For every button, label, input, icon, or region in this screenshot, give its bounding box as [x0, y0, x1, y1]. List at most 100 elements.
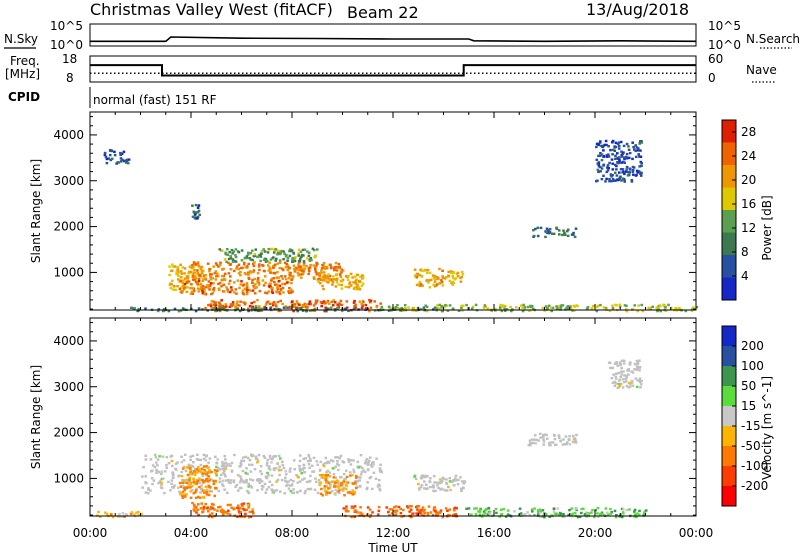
velocity-cell: [198, 469, 202, 472]
power-cell: [209, 282, 213, 285]
velocity-cell: [631, 384, 635, 387]
power-cell: [247, 251, 250, 254]
velocity-cell: [448, 480, 452, 483]
power-cell: [237, 263, 241, 266]
power-cell: [241, 266, 244, 270]
velocity-cell: [194, 509, 197, 513]
power-cell: [631, 141, 634, 144]
power-cell: [558, 233, 561, 236]
power-cell: [293, 305, 297, 308]
velocity-cell: [638, 380, 642, 384]
power-cell: [360, 306, 364, 310]
power-cell: [267, 290, 270, 293]
velocity-cell: [149, 489, 152, 492]
power-cell: [188, 270, 191, 274]
power-cell: [252, 270, 255, 274]
power-cell: [103, 151, 107, 155]
velocity-cell: [245, 481, 248, 484]
velocity-cell: [423, 480, 426, 483]
velocity-cell: [259, 478, 262, 481]
power-cell: [302, 271, 305, 275]
velocity-cell: [585, 511, 588, 514]
velocity-cell: [229, 479, 233, 482]
power-cell: [618, 171, 621, 174]
velocity-cell: [506, 513, 510, 516]
velocity-cell: [424, 474, 427, 478]
velocity-cell: [371, 511, 374, 514]
power-cell: [272, 251, 276, 254]
colorbar-tick-label: 100: [741, 359, 764, 373]
power-cell: [627, 156, 631, 159]
power-cell: [274, 259, 277, 262]
power-cell: [289, 271, 292, 275]
power-cell: [559, 306, 563, 309]
power-cell: [200, 269, 204, 272]
y-axis-title: Slant Range [km]: [29, 365, 43, 469]
velocity-cell: [638, 366, 642, 369]
velocity-cell: [548, 515, 551, 518]
velocity-cell: [378, 487, 381, 491]
power-cell: [258, 305, 261, 308]
power-cell: [322, 300, 326, 303]
velocity-cell: [598, 513, 602, 516]
power-cell: [428, 286, 432, 289]
power-cell: [244, 301, 247, 305]
power-cell: [625, 310, 629, 313]
power-cell: [189, 270, 193, 274]
power-cell: [368, 310, 371, 313]
power-cell: [336, 303, 339, 306]
power-cell: [604, 139, 608, 143]
velocity-cell: [566, 441, 569, 444]
power-cell: [231, 252, 234, 255]
velocity-cell: [353, 490, 356, 494]
velocity-cell: [202, 453, 206, 457]
power-cell: [256, 299, 259, 302]
velocity-cell: [198, 496, 202, 499]
power-cell: [632, 173, 635, 176]
velocity-cell: [334, 476, 338, 479]
power-cell: [232, 269, 236, 273]
power-cell: [197, 264, 200, 267]
velocity-cell: [144, 458, 148, 461]
power-cell: [187, 280, 191, 283]
velocity-cell: [592, 515, 596, 519]
power-cell: [435, 307, 438, 310]
velocity-cell: [165, 456, 169, 459]
power-cell: [619, 175, 622, 178]
velocity-cell: [238, 507, 242, 510]
velocity-cell: [465, 507, 468, 510]
velocity-cell: [542, 438, 545, 441]
velocity-cell: [208, 469, 211, 472]
velocity-cell: [356, 476, 360, 479]
power-cell: [299, 250, 303, 253]
velocity-cell: [250, 453, 253, 456]
power-cell: [566, 230, 569, 233]
power-cell: [230, 248, 234, 252]
velocity-cell: [224, 511, 228, 514]
power-cell: [248, 257, 252, 260]
power-cell: [239, 266, 243, 270]
power-cell: [623, 161, 626, 164]
power-cell: [307, 303, 311, 306]
velocity-cell: [346, 481, 350, 484]
power-cell: [335, 273, 338, 276]
velocity-cell: [279, 490, 282, 493]
power-cell: [196, 287, 200, 290]
power-cell: [622, 160, 625, 164]
velocity-cell: [635, 359, 639, 363]
velocity-cell: [326, 469, 329, 472]
velocity-cell: [232, 479, 236, 482]
power-cell: [292, 275, 295, 278]
power-cell: [545, 227, 549, 230]
power-cell: [282, 258, 285, 261]
velocity-cell: [600, 511, 604, 514]
velocity-cell: [318, 483, 321, 487]
velocity-cell: [242, 481, 245, 484]
power-cell: [605, 155, 608, 158]
velocity-cell: [227, 481, 231, 484]
velocity-cell: [195, 511, 198, 514]
velocity-cell: [358, 479, 361, 482]
power-cell: [209, 303, 213, 306]
velocity-cell: [559, 439, 562, 443]
power-cell: [214, 262, 218, 265]
